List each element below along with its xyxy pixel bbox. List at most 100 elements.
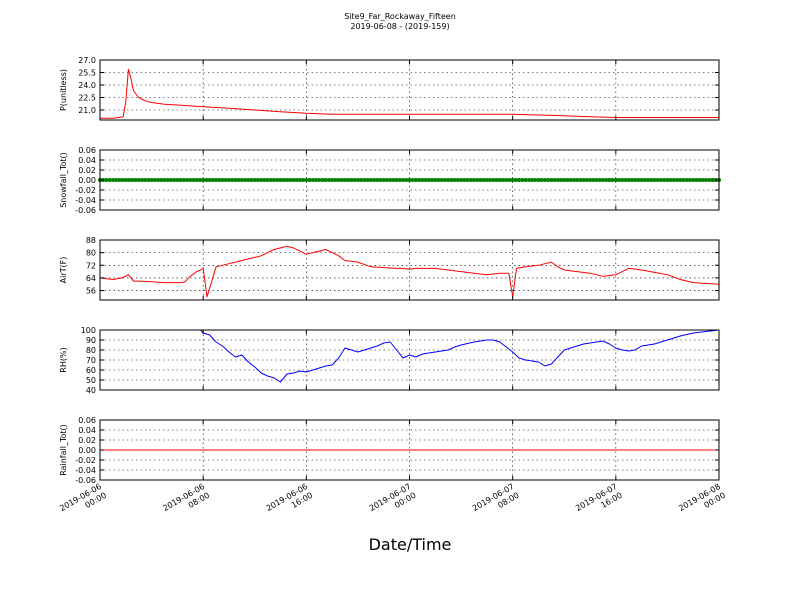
y-tick-label: 90 [86,336,96,345]
data-point [636,178,641,182]
data-point [684,178,689,182]
data-point [127,178,131,182]
data-point [214,178,219,182]
y-tick-label: -0.06 [75,206,96,215]
y-axis-label: AirT(F) [59,257,68,284]
data-point [459,178,464,182]
y-tick-label: 27.0 [78,56,96,65]
series-line [100,329,720,383]
data-point [265,178,270,182]
data-point [513,178,518,182]
data-point [162,178,167,182]
y-axis-label: RH(%) [59,347,68,372]
data-point [178,178,183,182]
data-point [526,178,531,182]
data-point [191,178,196,182]
data-point [149,178,154,182]
data-point [107,178,112,182]
data-point [600,178,605,182]
data-point [314,178,318,182]
data-point [700,178,705,182]
data-point [571,178,576,182]
data-point [617,178,622,182]
data-point [604,178,609,182]
panel-5: 0.060.040.020.00-0.02-0.04-0.06 Rainfall_… [59,416,720,485]
data-point [436,178,441,182]
data-point [136,178,141,182]
data-point [501,178,505,182]
data-point [413,178,418,182]
data-point [349,178,354,182]
series-line [99,245,720,298]
data-point [484,178,489,182]
y-tick-label: 40 [86,386,96,395]
data-point [578,178,583,182]
data-point [533,178,538,182]
data-point [475,178,480,182]
data-point [307,178,312,182]
data-point [359,178,364,182]
data-point [575,178,580,182]
data-point [220,178,225,182]
data-point [410,178,415,182]
data-point [510,178,515,182]
data-point [333,178,338,182]
data-point [297,178,302,182]
data-point [123,178,128,182]
y-tick-label: 0.02 [78,436,96,445]
data-point [691,178,696,182]
data-point [507,178,512,182]
data-point [175,178,180,182]
y-tick-label: -0.02 [75,186,96,195]
data-point [268,178,273,182]
series-line [100,68,719,119]
data-point [659,178,663,182]
data-point [368,178,373,182]
y-tick-label: 0.00 [78,176,96,185]
y-tick-label: 80 [86,249,96,258]
data-point [481,178,486,182]
y-tick-label: 70 [86,356,96,365]
y-tick-label: 88 [86,236,96,245]
data-point [375,178,380,182]
y-tick-label: 50 [86,376,96,385]
data-point [552,178,557,182]
data-point [704,178,709,182]
y-tick-label: 100 [81,326,96,335]
data-point [565,178,570,182]
data-point [233,178,238,182]
data-point [110,178,115,182]
data-point [446,178,451,182]
data-point [143,178,148,182]
y-tick-label: -0.02 [75,456,96,465]
y-tick-label: 80 [86,346,96,355]
data-point [343,178,347,182]
data-point [188,178,193,182]
data-point [597,178,602,182]
y-tick-label: 0.04 [78,426,96,435]
data-point [223,178,228,182]
data-point [168,178,173,182]
data-point [165,178,170,182]
data-point [433,178,438,182]
data-point [372,178,376,182]
data-point [185,178,189,182]
data-point [520,178,525,182]
data-point [488,178,493,182]
data-point [517,178,522,182]
data-point [259,178,264,182]
data-point [452,178,457,182]
data-point [668,178,673,182]
data-point [114,178,119,182]
data-point [304,178,309,182]
data-point [384,178,389,182]
data-point [239,178,244,182]
data-point [330,178,335,182]
data-point [378,178,383,182]
y-tick-label: -0.04 [75,196,96,205]
data-point [262,178,267,182]
